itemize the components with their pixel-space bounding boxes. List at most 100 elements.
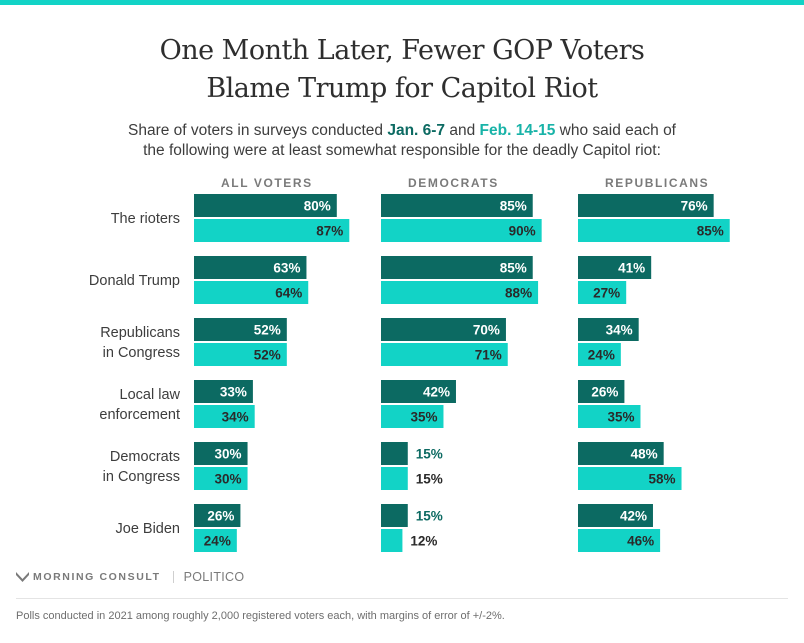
data-label: 52% bbox=[254, 348, 281, 363]
bar-jan bbox=[578, 256, 652, 279]
data-label: 85% bbox=[500, 199, 527, 214]
data-label: 15% bbox=[416, 447, 443, 462]
chart-subtitle: Share of voters in surveys conducted Jan… bbox=[0, 121, 804, 161]
chart-title-line-2: Blame Trump for Capitol Riot bbox=[206, 73, 598, 104]
category-label: The rioters bbox=[111, 211, 180, 227]
data-label: 85% bbox=[500, 261, 527, 276]
footer-divider bbox=[16, 598, 788, 599]
brand-morning-consult: MORNING CONSULT bbox=[33, 571, 161, 583]
data-label: 71% bbox=[475, 348, 502, 363]
bar-jan bbox=[194, 256, 307, 279]
data-label: 30% bbox=[215, 472, 242, 487]
bar-jan bbox=[381, 318, 506, 341]
data-label: 12% bbox=[410, 534, 437, 549]
data-label: 85% bbox=[697, 224, 724, 239]
data-label: 42% bbox=[620, 509, 647, 524]
bar-feb bbox=[578, 219, 730, 242]
bar-jan bbox=[381, 194, 533, 217]
data-label: 15% bbox=[416, 509, 443, 524]
data-label: 90% bbox=[509, 224, 536, 239]
bar-jan bbox=[381, 504, 408, 527]
bar-feb bbox=[381, 467, 408, 490]
category-label: enforcement bbox=[99, 407, 180, 423]
bar-feb bbox=[194, 529, 237, 552]
bar-feb bbox=[381, 219, 542, 242]
data-label: 64% bbox=[275, 286, 302, 301]
data-label: 87% bbox=[316, 224, 343, 239]
bar-feb bbox=[194, 343, 287, 366]
data-label: 88% bbox=[505, 286, 532, 301]
category-label: Local law bbox=[120, 387, 181, 403]
bar-jan bbox=[194, 194, 337, 217]
bar-jan bbox=[381, 256, 533, 279]
data-label: 33% bbox=[220, 385, 247, 400]
footer-brand: MORNING CONSULT POLITICO bbox=[16, 569, 244, 585]
data-label: 58% bbox=[648, 472, 675, 487]
bar-feb bbox=[194, 219, 350, 242]
data-label: 27% bbox=[593, 286, 620, 301]
data-label: 26% bbox=[207, 509, 234, 524]
data-label: 41% bbox=[618, 261, 645, 276]
data-label: 26% bbox=[591, 385, 618, 400]
category-label: in Congress bbox=[103, 345, 180, 361]
bar-feb bbox=[381, 343, 508, 366]
data-label: 42% bbox=[423, 385, 450, 400]
chart-title: One Month Later, Fewer GOP Voters Blame … bbox=[0, 32, 804, 108]
bar-chart: The rioters Donald Trump Republicans in Con… bbox=[89, 176, 730, 552]
bar-jan bbox=[578, 380, 625, 403]
subtitle-text: and bbox=[445, 122, 480, 139]
bar-feb bbox=[381, 405, 444, 428]
data-label: 35% bbox=[410, 410, 437, 425]
panel-header: DEMOCRATS bbox=[408, 176, 499, 190]
bar-feb bbox=[381, 529, 403, 552]
category-label: Republicans bbox=[100, 325, 180, 341]
panel-header: ALL VOTERS bbox=[221, 176, 313, 190]
bar-jan bbox=[578, 442, 664, 465]
subtitle-line-1: Share of voters in surveys conducted Jan… bbox=[0, 121, 804, 141]
data-label: 34% bbox=[606, 323, 633, 338]
bar-feb bbox=[194, 281, 309, 304]
data-label: 30% bbox=[215, 447, 242, 462]
data-label: 76% bbox=[681, 199, 708, 214]
top-accent-bar bbox=[0, 0, 804, 5]
data-label: 52% bbox=[254, 323, 281, 338]
data-label: 48% bbox=[631, 447, 658, 462]
panel-header: REPUBLICANS bbox=[605, 176, 709, 190]
bar-jan bbox=[194, 442, 248, 465]
bar-feb bbox=[578, 467, 682, 490]
subtitle-text: Share of voters in surveys conducted bbox=[127, 122, 388, 139]
data-label: 24% bbox=[204, 534, 231, 549]
data-label: 70% bbox=[473, 323, 500, 338]
data-label: 46% bbox=[627, 534, 654, 549]
data-label: 15% bbox=[416, 472, 443, 487]
bar-jan bbox=[194, 318, 287, 341]
bar-feb bbox=[578, 281, 627, 304]
bar-jan bbox=[194, 504, 241, 527]
subtitle-line-2: the following were at least somewhat res… bbox=[143, 142, 661, 159]
bar-feb bbox=[578, 405, 641, 428]
morning-consult-logo-icon bbox=[16, 572, 29, 582]
footer-note: Polls conducted in 2021 among roughly 2,… bbox=[16, 610, 505, 622]
bar-jan bbox=[194, 380, 253, 403]
data-label: 80% bbox=[304, 199, 331, 214]
data-label: 35% bbox=[607, 410, 634, 425]
bar-feb bbox=[194, 467, 248, 490]
bar-jan bbox=[381, 442, 408, 465]
bar-jan bbox=[578, 318, 639, 341]
legend-feb: Feb. 14-15 bbox=[479, 122, 556, 139]
brand-divider bbox=[172, 571, 174, 583]
bar-jan bbox=[381, 380, 456, 403]
bar-feb bbox=[194, 405, 255, 428]
data-label: 34% bbox=[222, 410, 249, 425]
bar-jan bbox=[578, 194, 714, 217]
category-label: Donald Trump bbox=[89, 273, 180, 289]
category-label: Democrats bbox=[110, 449, 180, 465]
data-label: 63% bbox=[273, 261, 300, 276]
bar-feb bbox=[578, 529, 661, 552]
category-label: Joe Biden bbox=[116, 521, 181, 537]
brand-politico: POLITICO bbox=[183, 570, 245, 584]
subtitle-text: who said each of bbox=[555, 122, 676, 139]
bar-feb bbox=[578, 343, 621, 366]
chart-title-line-1: One Month Later, Fewer GOP Voters bbox=[159, 35, 645, 66]
bar-jan bbox=[578, 504, 653, 527]
